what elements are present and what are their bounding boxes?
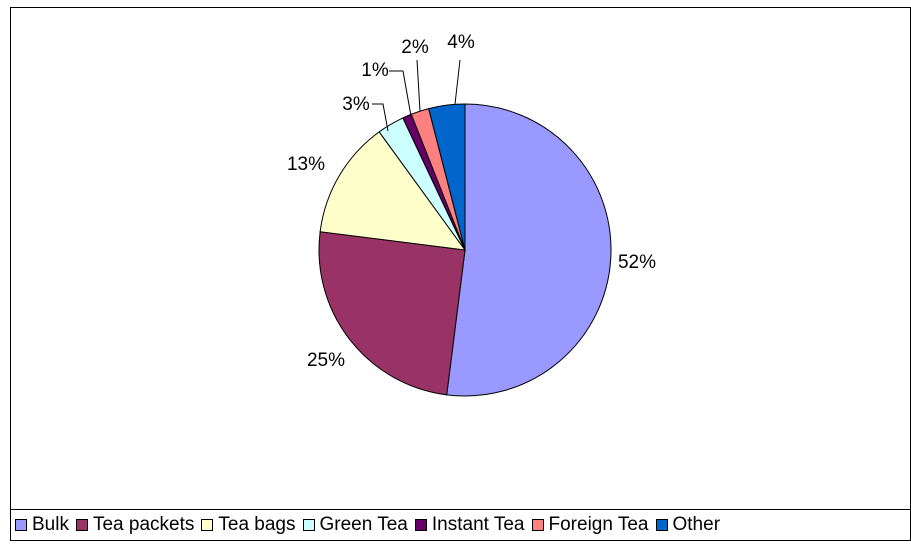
legend-label: Foreign Tea bbox=[548, 514, 649, 535]
data-label: 13% bbox=[287, 154, 325, 175]
data-label: 25% bbox=[307, 350, 345, 371]
legend-swatch bbox=[414, 519, 427, 531]
pie-chart: 52% 25% 13% 3% 1% 2% 4% bbox=[287, 32, 656, 397]
data-label: 52% bbox=[618, 252, 656, 273]
legend-label: Other bbox=[672, 514, 721, 535]
legend-item: Other bbox=[655, 514, 721, 536]
legend-swatch bbox=[15, 519, 27, 531]
leader-line bbox=[389, 70, 412, 117]
pie-slice-tea-bags bbox=[319, 131, 467, 251]
legend-label: Tea packets bbox=[92, 514, 195, 535]
data-label: 1% bbox=[361, 60, 389, 81]
legend-swatch bbox=[655, 519, 668, 531]
pie-slice-bulk bbox=[446, 103, 612, 397]
legend-swatch bbox=[531, 519, 544, 531]
pie-slice-tea-packets bbox=[318, 231, 466, 396]
legend-item: Foreign Tea bbox=[531, 514, 649, 536]
leader-line bbox=[454, 59, 461, 105]
legend-item: Tea packets bbox=[75, 514, 195, 536]
legend-item: Instant Tea bbox=[414, 514, 525, 536]
legend-item: Bulk bbox=[15, 514, 69, 536]
data-label: 4% bbox=[447, 32, 475, 53]
legend-swatch bbox=[75, 519, 88, 531]
legend-item: Tea bags bbox=[201, 514, 296, 536]
leader-line bbox=[416, 59, 421, 112]
legend-item: Green Tea bbox=[302, 514, 408, 536]
legend-swatch bbox=[302, 519, 315, 531]
leader-line bbox=[372, 103, 389, 132]
pie-slice-other bbox=[428, 103, 466, 251]
legend-label: Instant Tea bbox=[431, 514, 525, 535]
data-label: 2% bbox=[401, 37, 429, 58]
legend: Bulk Tea packets Tea bags Green Tea Instant … bbox=[10, 509, 911, 541]
data-label: 3% bbox=[342, 94, 370, 115]
legend-label: Green Tea bbox=[319, 514, 408, 535]
legend-swatch bbox=[201, 519, 214, 531]
legend-label: Bulk bbox=[32, 514, 69, 535]
legend-label: Tea bags bbox=[218, 514, 296, 535]
